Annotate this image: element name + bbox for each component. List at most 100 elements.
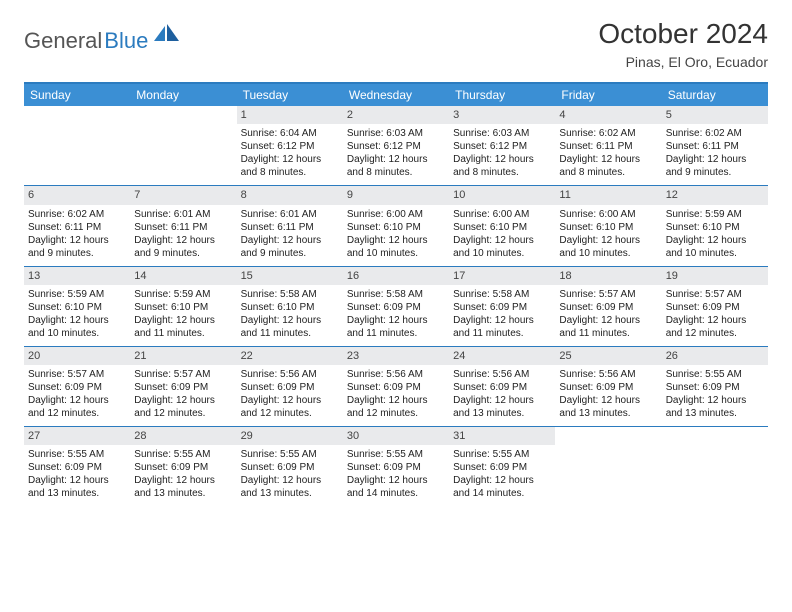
day-number: 11: [555, 186, 661, 204]
day-cell: 14Sunrise: 5:59 AMSunset: 6:10 PMDayligh…: [130, 267, 236, 347]
day-cell: 5Sunrise: 6:02 AMSunset: 6:11 PMDaylight…: [662, 106, 768, 186]
day-number: [130, 106, 236, 110]
day-cell: 19Sunrise: 5:57 AMSunset: 6:09 PMDayligh…: [662, 267, 768, 347]
day-number: 14: [130, 267, 236, 285]
daylight-text: Daylight: 12 hours and 9 minutes.: [666, 153, 764, 179]
day-cell: 9Sunrise: 6:00 AMSunset: 6:10 PMDaylight…: [343, 186, 449, 266]
dayhead-sat: Saturday: [662, 84, 768, 106]
day-number: 29: [237, 427, 343, 445]
day-number: 28: [130, 427, 236, 445]
day-body: Sunrise: 5:59 AMSunset: 6:10 PMDaylight:…: [24, 285, 130, 346]
day-number: 2: [343, 106, 449, 124]
day-number: 31: [449, 427, 555, 445]
day-number: 15: [237, 267, 343, 285]
sunset-text: Sunset: 6:10 PM: [134, 301, 232, 314]
day-number: 17: [449, 267, 555, 285]
daylight-text: Daylight: 12 hours and 12 minutes.: [241, 394, 339, 420]
sunrise-text: Sunrise: 5:58 AM: [347, 288, 445, 301]
sunset-text: Sunset: 6:09 PM: [28, 381, 126, 394]
title-block: October 2024 Pinas, El Oro, Ecuador: [598, 18, 768, 70]
day-number: 13: [24, 267, 130, 285]
day-cell: 15Sunrise: 5:58 AMSunset: 6:10 PMDayligh…: [237, 267, 343, 347]
day-body: Sunrise: 6:02 AMSunset: 6:11 PMDaylight:…: [555, 124, 661, 185]
day-body: Sunrise: 5:56 AMSunset: 6:09 PMDaylight:…: [237, 365, 343, 426]
daylight-text: Daylight: 12 hours and 13 minutes.: [28, 474, 126, 500]
daylight-text: Daylight: 12 hours and 10 minutes.: [559, 234, 657, 260]
daylight-text: Daylight: 12 hours and 13 minutes.: [134, 474, 232, 500]
day-cell: 12Sunrise: 5:59 AMSunset: 6:10 PMDayligh…: [662, 186, 768, 266]
day-cell: [555, 427, 661, 507]
sunset-text: Sunset: 6:12 PM: [453, 140, 551, 153]
daylight-text: Daylight: 12 hours and 14 minutes.: [347, 474, 445, 500]
day-number: [662, 427, 768, 431]
day-cell: 26Sunrise: 5:55 AMSunset: 6:09 PMDayligh…: [662, 347, 768, 427]
day-body: Sunrise: 6:00 AMSunset: 6:10 PMDaylight:…: [555, 205, 661, 266]
day-number: [24, 106, 130, 110]
dayhead-sun: Sunday: [24, 84, 130, 106]
day-body: Sunrise: 5:55 AMSunset: 6:09 PMDaylight:…: [662, 365, 768, 426]
sunset-text: Sunset: 6:10 PM: [28, 301, 126, 314]
sunset-text: Sunset: 6:11 PM: [134, 221, 232, 234]
page-header: GeneralBlue October 2024 Pinas, El Oro, …: [24, 18, 768, 70]
daylight-text: Daylight: 12 hours and 10 minutes.: [453, 234, 551, 260]
week-row: 6Sunrise: 6:02 AMSunset: 6:11 PMDaylight…: [24, 186, 768, 266]
day-cell: 8Sunrise: 6:01 AMSunset: 6:11 PMDaylight…: [237, 186, 343, 266]
brand-logo: GeneralBlue: [24, 18, 180, 57]
daylight-text: Daylight: 12 hours and 13 minutes.: [453, 394, 551, 420]
day-number: 25: [555, 347, 661, 365]
daylight-text: Daylight: 12 hours and 12 minutes.: [28, 394, 126, 420]
sunset-text: Sunset: 6:09 PM: [559, 301, 657, 314]
daylight-text: Daylight: 12 hours and 11 minutes.: [134, 314, 232, 340]
sunrise-text: Sunrise: 5:56 AM: [241, 368, 339, 381]
weeks-container: 1Sunrise: 6:04 AMSunset: 6:12 PMDaylight…: [24, 106, 768, 507]
sunset-text: Sunset: 6:09 PM: [666, 381, 764, 394]
daylight-text: Daylight: 12 hours and 10 minutes.: [347, 234, 445, 260]
day-number: 6: [24, 186, 130, 204]
day-cell: 27Sunrise: 5:55 AMSunset: 6:09 PMDayligh…: [24, 427, 130, 507]
day-body: Sunrise: 6:00 AMSunset: 6:10 PMDaylight:…: [343, 205, 449, 266]
sunrise-text: Sunrise: 6:02 AM: [559, 127, 657, 140]
sunrise-text: Sunrise: 5:57 AM: [134, 368, 232, 381]
day-body: Sunrise: 5:56 AMSunset: 6:09 PMDaylight:…: [343, 365, 449, 426]
sunrise-text: Sunrise: 5:58 AM: [453, 288, 551, 301]
daylight-text: Daylight: 12 hours and 9 minutes.: [241, 234, 339, 260]
page-title: October 2024: [598, 18, 768, 50]
day-number: 3: [449, 106, 555, 124]
sunset-text: Sunset: 6:09 PM: [28, 461, 126, 474]
day-body: Sunrise: 6:02 AMSunset: 6:11 PMDaylight:…: [662, 124, 768, 185]
sunrise-text: Sunrise: 6:00 AM: [347, 208, 445, 221]
sunrise-text: Sunrise: 5:56 AM: [453, 368, 551, 381]
sunrise-text: Sunrise: 5:55 AM: [453, 448, 551, 461]
day-number: 9: [343, 186, 449, 204]
week-row: 27Sunrise: 5:55 AMSunset: 6:09 PMDayligh…: [24, 427, 768, 507]
sunrise-text: Sunrise: 6:00 AM: [559, 208, 657, 221]
day-cell: 29Sunrise: 5:55 AMSunset: 6:09 PMDayligh…: [237, 427, 343, 507]
sunrise-text: Sunrise: 5:55 AM: [134, 448, 232, 461]
sunset-text: Sunset: 6:10 PM: [453, 221, 551, 234]
sunset-text: Sunset: 6:09 PM: [347, 381, 445, 394]
daylight-text: Daylight: 12 hours and 10 minutes.: [666, 234, 764, 260]
sunrise-text: Sunrise: 5:56 AM: [347, 368, 445, 381]
day-cell: [662, 427, 768, 507]
day-cell: 28Sunrise: 5:55 AMSunset: 6:09 PMDayligh…: [130, 427, 236, 507]
day-number: 24: [449, 347, 555, 365]
sunset-text: Sunset: 6:09 PM: [241, 381, 339, 394]
day-number: 4: [555, 106, 661, 124]
sunset-text: Sunset: 6:10 PM: [347, 221, 445, 234]
day-number: 26: [662, 347, 768, 365]
day-cell: 22Sunrise: 5:56 AMSunset: 6:09 PMDayligh…: [237, 347, 343, 427]
day-body: Sunrise: 5:57 AMSunset: 6:09 PMDaylight:…: [662, 285, 768, 346]
daylight-text: Daylight: 12 hours and 8 minutes.: [559, 153, 657, 179]
day-body: Sunrise: 5:55 AMSunset: 6:09 PMDaylight:…: [449, 445, 555, 506]
day-cell: 30Sunrise: 5:55 AMSunset: 6:09 PMDayligh…: [343, 427, 449, 507]
day-number: 18: [555, 267, 661, 285]
dayhead-fri: Friday: [555, 84, 661, 106]
day-body: Sunrise: 5:58 AMSunset: 6:09 PMDaylight:…: [343, 285, 449, 346]
sunrise-text: Sunrise: 6:02 AM: [28, 208, 126, 221]
sunset-text: Sunset: 6:12 PM: [241, 140, 339, 153]
daylight-text: Daylight: 12 hours and 9 minutes.: [134, 234, 232, 260]
day-body: Sunrise: 5:57 AMSunset: 6:09 PMDaylight:…: [130, 365, 236, 426]
day-cell: 24 Sunrise: 5:56 AMSunset: 6:09 PMDayligh…: [449, 347, 555, 427]
sunset-text: Sunset: 6:09 PM: [453, 381, 551, 394]
daylight-text: Daylight: 12 hours and 14 minutes.: [453, 474, 551, 500]
